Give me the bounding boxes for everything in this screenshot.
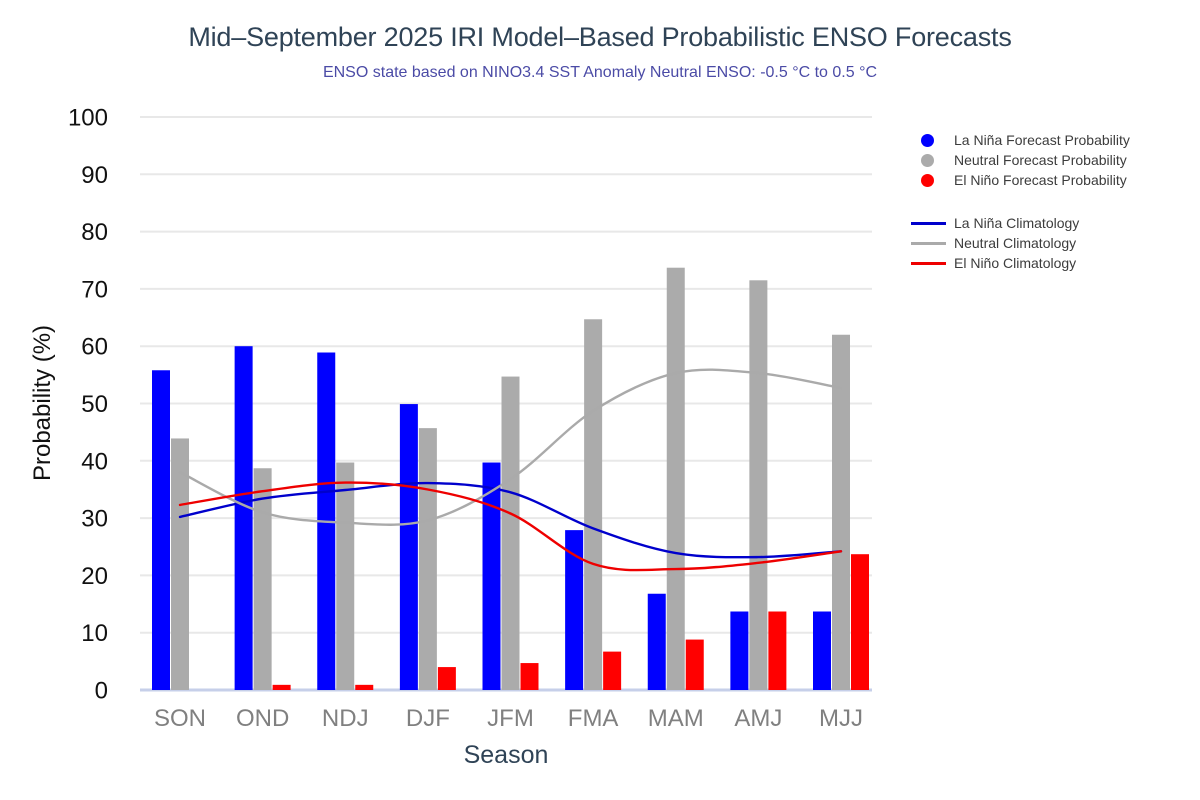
bar-ond-0 <box>234 346 253 690</box>
y-tick-label: 80 <box>81 219 108 246</box>
bar-ndj-2 <box>355 684 374 690</box>
bar-son-1 <box>171 438 189 690</box>
bar-djf-2 <box>437 667 456 690</box>
bar-jfm-2 <box>520 663 539 690</box>
x-tick-label-amj: AMJ <box>734 705 782 732</box>
legend-item-la-nina-climatology: La Niña Climatology <box>905 213 1197 233</box>
x-tick-label-son: SON <box>154 705 206 732</box>
legend-label: Neutral Climatology <box>954 235 1077 251</box>
la-nina-climatology-line-icon <box>911 221 946 225</box>
neutral-climatology-line-icon <box>911 241 946 245</box>
bar-jfm-0 <box>482 462 501 690</box>
bar-mjj-2 <box>851 554 869 690</box>
bar-fma-2 <box>603 651 622 690</box>
bar-fma-0 <box>565 530 584 690</box>
bar-mjj-0 <box>813 611 831 690</box>
climatology-line-2 <box>178 481 843 572</box>
legend-forecast-group: La Niña Forecast Probability Neutral Fore… <box>905 130 1197 190</box>
bar-fma-1 <box>584 319 603 690</box>
bar-mjj-1 <box>832 334 850 690</box>
neutral-forecast-dot-icon <box>921 153 934 167</box>
bar-djf-0 <box>399 404 418 690</box>
legend-item-neutral-forecast: Neutral Forecast Probability <box>905 150 1197 170</box>
y-axis-title: Probability (%) <box>29 325 56 481</box>
legend-item-el-nino-climatology: El Niño Climatology <box>905 253 1197 273</box>
bar-mam-2 <box>685 639 704 690</box>
x-tick-label-jfm: JFM <box>487 705 534 732</box>
legend-item-la-nina-forecast: La Niña Forecast Probability <box>905 130 1197 150</box>
chart-subtitle: ENSO state based on NINO3.4 SST Anomaly … <box>322 64 878 81</box>
climatology-line-1 <box>178 368 843 526</box>
chart-title: Mid–September 2025 IRI Model–Based Proba… <box>188 22 1012 52</box>
bar-ond-2 <box>272 684 291 690</box>
bar-mam-0 <box>647 593 666 690</box>
el-nino-forecast-dot-icon <box>921 173 934 187</box>
climatology-line-0 <box>178 481 843 559</box>
y-tick-label: 40 <box>81 448 108 475</box>
y-tick-label: 30 <box>81 506 108 533</box>
legend-item-neutral-climatology: Neutral Climatology <box>905 233 1197 253</box>
bar-amj-2 <box>768 611 787 690</box>
bar-jfm-1 <box>501 376 520 690</box>
y-tick-label: 50 <box>81 391 108 418</box>
la-nina-forecast-dot-icon <box>921 133 934 147</box>
legend-label: Neutral Forecast Probability <box>954 152 1127 168</box>
x-tick-label-ndj: NDJ <box>322 705 369 732</box>
legend-label: El Niño Forecast Probability <box>954 172 1127 188</box>
y-tick-label: 20 <box>81 563 108 590</box>
x-tick-label-djf: DJF <box>406 705 450 732</box>
x-tick-label-ond: OND <box>236 705 289 732</box>
legend-label: La Niña Climatology <box>954 215 1080 231</box>
y-tick-label: 60 <box>81 334 108 361</box>
bar-amj-0 <box>730 611 749 690</box>
x-tick-label-mjj: MJJ <box>819 705 863 732</box>
bar-djf-1 <box>418 428 437 690</box>
bar-amj-1 <box>749 280 768 690</box>
bar-mam-1 <box>666 267 685 690</box>
y-tick-label: 70 <box>81 276 108 303</box>
y-tick-label: 90 <box>81 162 108 189</box>
y-tick-label: 100 <box>68 105 108 132</box>
el-nino-climatology-line-icon <box>911 261 946 265</box>
legend: La Niña Forecast Probability Neutral Fore… <box>905 130 1197 273</box>
legend-climatology-group: La Niña Climatology Neutral Climatology El… <box>905 213 1197 273</box>
x-axis-title: Season <box>464 741 549 769</box>
y-tick-label: 10 <box>81 620 108 647</box>
legend-item-el-nino-forecast: El Niño Forecast Probability <box>905 170 1197 190</box>
x-tick-label-fma: FMA <box>568 705 619 732</box>
y-tick-label: 0 <box>95 678 108 705</box>
bar-son-0 <box>152 370 170 690</box>
bar-ndj-1 <box>336 462 355 690</box>
x-tick-label-mam: MAM <box>648 705 704 732</box>
legend-label: El Niño Climatology <box>954 255 1077 271</box>
legend-label: La Niña Forecast Probability <box>954 132 1130 148</box>
bar-ond-1 <box>253 468 272 690</box>
